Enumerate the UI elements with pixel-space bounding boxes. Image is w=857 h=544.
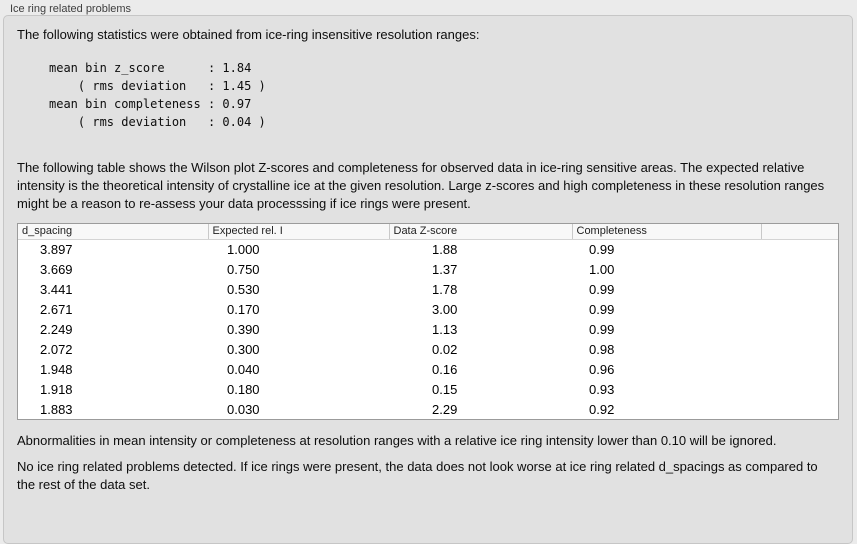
table-row[interactable]: 3.441 0.530 1.78 0.99 xyxy=(18,279,838,299)
cell-d-spacing: 1.948 xyxy=(40,361,73,377)
cell-spare xyxy=(761,319,838,339)
cell-spare xyxy=(761,259,838,279)
cell-completeness: 0.99 xyxy=(589,241,615,257)
cell-spare xyxy=(761,299,838,319)
cell-spare xyxy=(761,239,838,259)
cell-spare xyxy=(761,339,838,359)
stat-line-zscore-rms: ( rms deviation : 1.45 ) xyxy=(49,79,266,93)
cell-completeness: 0.99 xyxy=(589,321,615,337)
cell-expected-rel-i: 0.750 xyxy=(227,261,260,277)
cell-completeness: 0.96 xyxy=(589,361,615,377)
cell-d-spacing: 1.883 xyxy=(40,401,73,417)
cell-completeness: 0.93 xyxy=(589,381,615,397)
stat-line-mean-completeness: mean bin completeness : 0.97 xyxy=(49,97,252,111)
cell-completeness: 0.98 xyxy=(589,341,615,357)
cell-expected-rel-i: 0.300 xyxy=(227,341,260,357)
table-row[interactable]: 2.671 0.170 3.00 0.99 xyxy=(18,299,838,319)
ice-ring-groupbox: The following statistics were obtained f… xyxy=(3,15,853,544)
cell-expected-rel-i: 0.390 xyxy=(227,321,260,337)
column-header-completeness: Completeness xyxy=(571,224,761,240)
cell-d-spacing: 3.897 xyxy=(40,241,73,257)
stats-intro-text: The following statistics were obtained f… xyxy=(17,27,480,42)
column-header-spare xyxy=(760,224,838,240)
cell-expected-rel-i: 0.530 xyxy=(227,281,260,297)
table-row[interactable]: 1.883 0.030 2.29 0.92 xyxy=(18,399,838,419)
table-header-row: d_spacing Expected rel. I Data Z-score C… xyxy=(18,224,838,240)
cell-d-spacing: 3.669 xyxy=(40,261,73,277)
cell-data-z-score: 2.29 xyxy=(432,401,458,417)
cell-completeness: 0.92 xyxy=(589,401,615,417)
table-row[interactable]: 3.897 1.000 1.88 0.99 xyxy=(18,239,838,259)
cell-completeness: 0.99 xyxy=(589,301,615,317)
table-row[interactable]: 1.948 0.040 0.16 0.96 xyxy=(18,359,838,379)
column-header-expected-rel-i: Expected rel. I xyxy=(207,224,389,240)
cell-spare xyxy=(761,279,838,299)
cell-d-spacing: 3.441 xyxy=(40,281,73,297)
cell-d-spacing: 2.671 xyxy=(40,301,73,317)
cell-data-z-score: 1.78 xyxy=(432,281,458,297)
cell-d-spacing: 2.072 xyxy=(40,341,73,357)
panel-title: Ice ring related problems xyxy=(10,3,132,15)
cell-d-spacing: 2.249 xyxy=(40,321,73,337)
cell-spare xyxy=(761,399,838,419)
cell-expected-rel-i: 0.180 xyxy=(227,381,260,397)
cell-spare xyxy=(761,379,838,399)
cell-data-z-score: 0.15 xyxy=(432,381,458,397)
cell-expected-rel-i: 1.000 xyxy=(227,241,260,257)
stats-block: mean bin z_score : 1.84 ( rms deviation … xyxy=(49,59,839,131)
cell-expected-rel-i: 0.170 xyxy=(227,301,260,317)
table-row[interactable]: 1.918 0.180 0.15 0.93 xyxy=(18,379,838,399)
table-row[interactable]: 2.072 0.300 0.02 0.98 xyxy=(18,339,838,359)
column-header-data-z-score: Data Z-score xyxy=(388,224,572,240)
table-row[interactable]: 3.669 0.750 1.37 1.00 xyxy=(18,259,838,279)
cell-expected-rel-i: 0.040 xyxy=(227,361,260,377)
cell-data-z-score: 1.37 xyxy=(432,261,458,277)
table-row[interactable]: 2.249 0.390 1.13 0.99 xyxy=(18,319,838,339)
ignore-note-text: Abnormalities in mean intensity or compl… xyxy=(17,433,777,448)
conclusion-text: No ice ring related problems detected. I… xyxy=(17,459,818,492)
cell-expected-rel-i: 0.030 xyxy=(227,401,260,417)
cell-data-z-score: 1.88 xyxy=(432,241,458,257)
cell-spare xyxy=(761,359,838,379)
column-header-d-spacing: d_spacing xyxy=(18,224,208,240)
cell-data-z-score: 0.16 xyxy=(432,361,458,377)
table-body: 3.897 1.000 1.88 0.99 3.669 0.750 1.37 1… xyxy=(18,239,838,419)
cell-completeness: 0.99 xyxy=(589,281,615,297)
ice-ring-table[interactable]: d_spacing Expected rel. I Data Z-score C… xyxy=(17,223,839,420)
cell-data-z-score: 0.02 xyxy=(432,341,458,357)
table-description-text: The following table shows the Wilson plo… xyxy=(17,160,825,211)
stat-line-mean-zscore: mean bin z_score : 1.84 xyxy=(49,61,252,75)
cell-data-z-score: 3.00 xyxy=(432,301,458,317)
cell-completeness: 1.00 xyxy=(589,261,615,277)
cell-data-z-score: 1.13 xyxy=(432,321,458,337)
stat-line-completeness-rms: ( rms deviation : 0.04 ) xyxy=(49,115,266,129)
cell-d-spacing: 1.918 xyxy=(40,381,73,397)
